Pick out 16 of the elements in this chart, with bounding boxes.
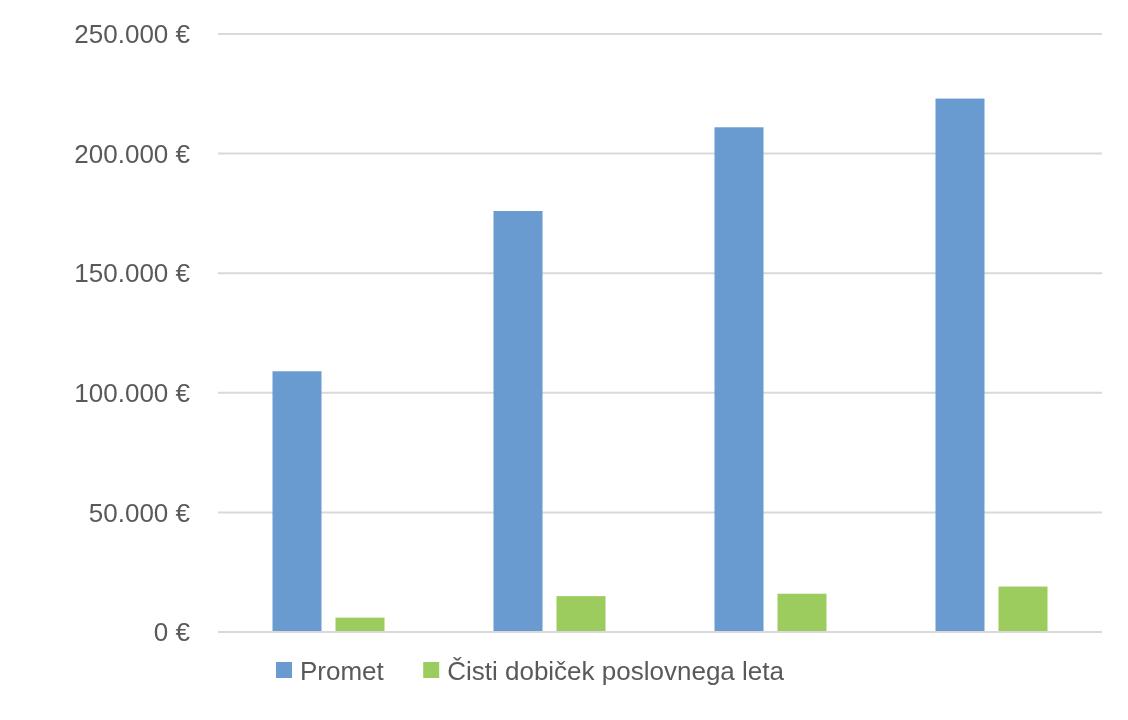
bar xyxy=(335,617,385,632)
legend-label: Promet xyxy=(300,656,385,686)
y-tick-label: 150.000 € xyxy=(74,258,191,289)
bar xyxy=(998,586,1048,632)
y-tick-label: 50.000 € xyxy=(88,497,191,528)
bar xyxy=(777,593,827,632)
bar xyxy=(714,127,764,632)
y-tick-label: 100.000 € xyxy=(74,377,191,408)
y-tick-label: 250.000 € xyxy=(74,19,191,50)
y-tick-label: 200.000 € xyxy=(74,138,191,169)
bar xyxy=(272,371,322,632)
bar xyxy=(935,98,985,632)
bar xyxy=(493,211,543,632)
legend-label: Čisti dobiček poslovnega leta xyxy=(447,656,785,686)
bar xyxy=(556,596,606,632)
y-tick-label: 0 € xyxy=(153,617,191,648)
